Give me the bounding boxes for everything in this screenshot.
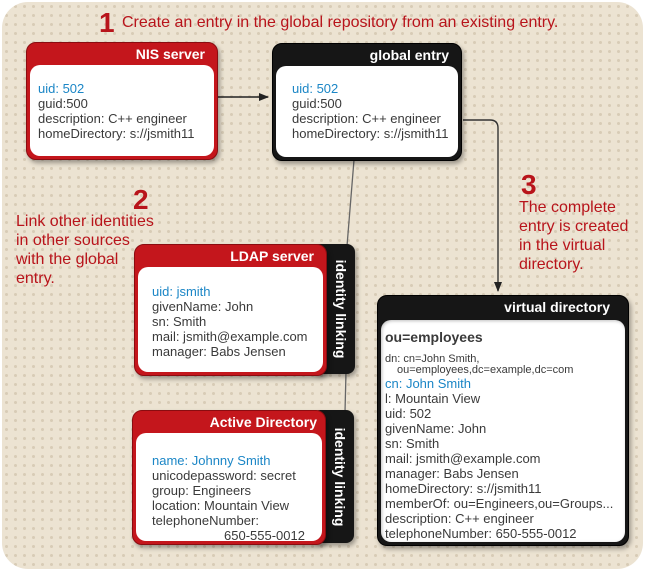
global-entry-box: global entry uid: 502 guid:500 descripti… (272, 43, 462, 161)
ldap-attr-sn: sn: Smith (152, 314, 207, 329)
virtual-directory-body: ou=employees dn: cn=John Smith, ou=emplo… (381, 320, 625, 542)
vd-attr-l: l: Mountain View (385, 391, 481, 406)
ldap-attr-manager: manager: Babs Jensen (152, 344, 286, 359)
vd-attr-telephone-number: telephoneNumber: 650-555-0012 (385, 526, 577, 541)
vd-attr-sn: sn: Smith (385, 436, 440, 451)
global-attr-home-directory: homeDirectory: s://jsmith11 (292, 126, 449, 141)
ad-attr-telephone-value: 650-555-0012 (224, 528, 305, 541)
vd-ou-heading: ou=employees (385, 329, 483, 345)
vd-dn-line-1: dn: cn=John Smith, (385, 353, 480, 365)
step-3-number: 3 (521, 169, 537, 200)
global-entry-title: global entry (369, 47, 449, 63)
vd-attr-home-directory: homeDirectory: s://jsmith11 (385, 481, 542, 496)
ldap-server-body: uid: jsmith givenName: John sn: Smith ma… (138, 267, 323, 372)
link-global-to-ldap (346, 159, 355, 247)
nis-attr-uid: uid: 502 (38, 81, 85, 96)
virtual-directory-box: virtual directory ou=employees dn: cn=Jo… (377, 295, 629, 546)
vd-attr-cn: cn: John Smith (385, 376, 471, 391)
ldap-attr-given-name: givenName: John (152, 299, 254, 314)
vd-attr-manager: manager: Babs Jensen (385, 466, 519, 481)
ad-identity-linking-label: identity linking (332, 427, 348, 526)
vd-attr-given-name: givenName: John (385, 421, 487, 436)
link-ldap-to-ad (344, 371, 347, 413)
virtual-directory-title: virtual directory (504, 299, 610, 315)
step-1-text: Create an entry in the global repository… (122, 14, 559, 31)
vd-attr-member-of: memberOf: ou=Engineers,ou=Groups... (385, 496, 614, 511)
active-directory-title: Active Directory (209, 414, 317, 430)
vd-attr-mail: mail: jsmith@example.com (385, 451, 541, 466)
ad-attr-group: group: Engineers (152, 483, 252, 498)
step-1-number: 1 (99, 7, 115, 38)
nis-attr-guid: guid:500 (38, 96, 88, 111)
ldap-attr-mail: mail: jsmith@example.com (152, 329, 308, 344)
nis-attr-description: description: C++ engineer (38, 111, 187, 126)
nis-server-box: NIS server uid: 502 guid:500 description… (26, 42, 218, 160)
step-2-number: 2 (133, 184, 149, 215)
ad-attr-telephone-label: telephoneNumber: (152, 513, 259, 528)
arrow-global-to-virtual (463, 119, 502, 292)
ad-attr-name: name: Johnny Smith (152, 453, 271, 468)
ldap-server-box: LDAP server uid: jsmith givenName: John … (134, 244, 327, 376)
ldap-server-title: LDAP server (230, 248, 314, 264)
global-attr-guid: guid:500 (292, 96, 342, 111)
vd-attr-description: description: C++ engineer (385, 511, 534, 526)
global-attr-description: description: C++ engineer (292, 111, 441, 126)
step-3-text: The complete entry is created in the vir… (519, 199, 629, 273)
active-directory-box: Active Directory name: Johnny Smith unic… (132, 410, 326, 545)
vd-dn-line-2: ou=employees,dc=example,dc=com (397, 364, 574, 376)
nis-server-title: NIS server (135, 46, 205, 62)
ad-attr-unicodepassword: unicodepassword: secret (152, 468, 296, 483)
ldap-identity-linking-label: identity linking (333, 259, 349, 359)
nis-attr-home-directory: homeDirectory: s://jsmith11 (38, 126, 195, 141)
nis-server-body: uid: 502 guid:500 description: C++ engin… (30, 65, 214, 156)
active-directory-body: name: Johnny Smith unicodepassword: secr… (136, 433, 322, 541)
global-entry-body: uid: 502 guid:500 description: C++ engin… (276, 66, 458, 157)
ad-attr-location: location: Mountain View (152, 498, 290, 513)
ldap-attr-uid: uid: jsmith (152, 284, 211, 299)
global-attr-uid: uid: 502 (292, 81, 339, 96)
vd-attr-uid: uid: 502 (385, 406, 432, 421)
step-2-text: Link other identities in other sources w… (16, 213, 154, 287)
